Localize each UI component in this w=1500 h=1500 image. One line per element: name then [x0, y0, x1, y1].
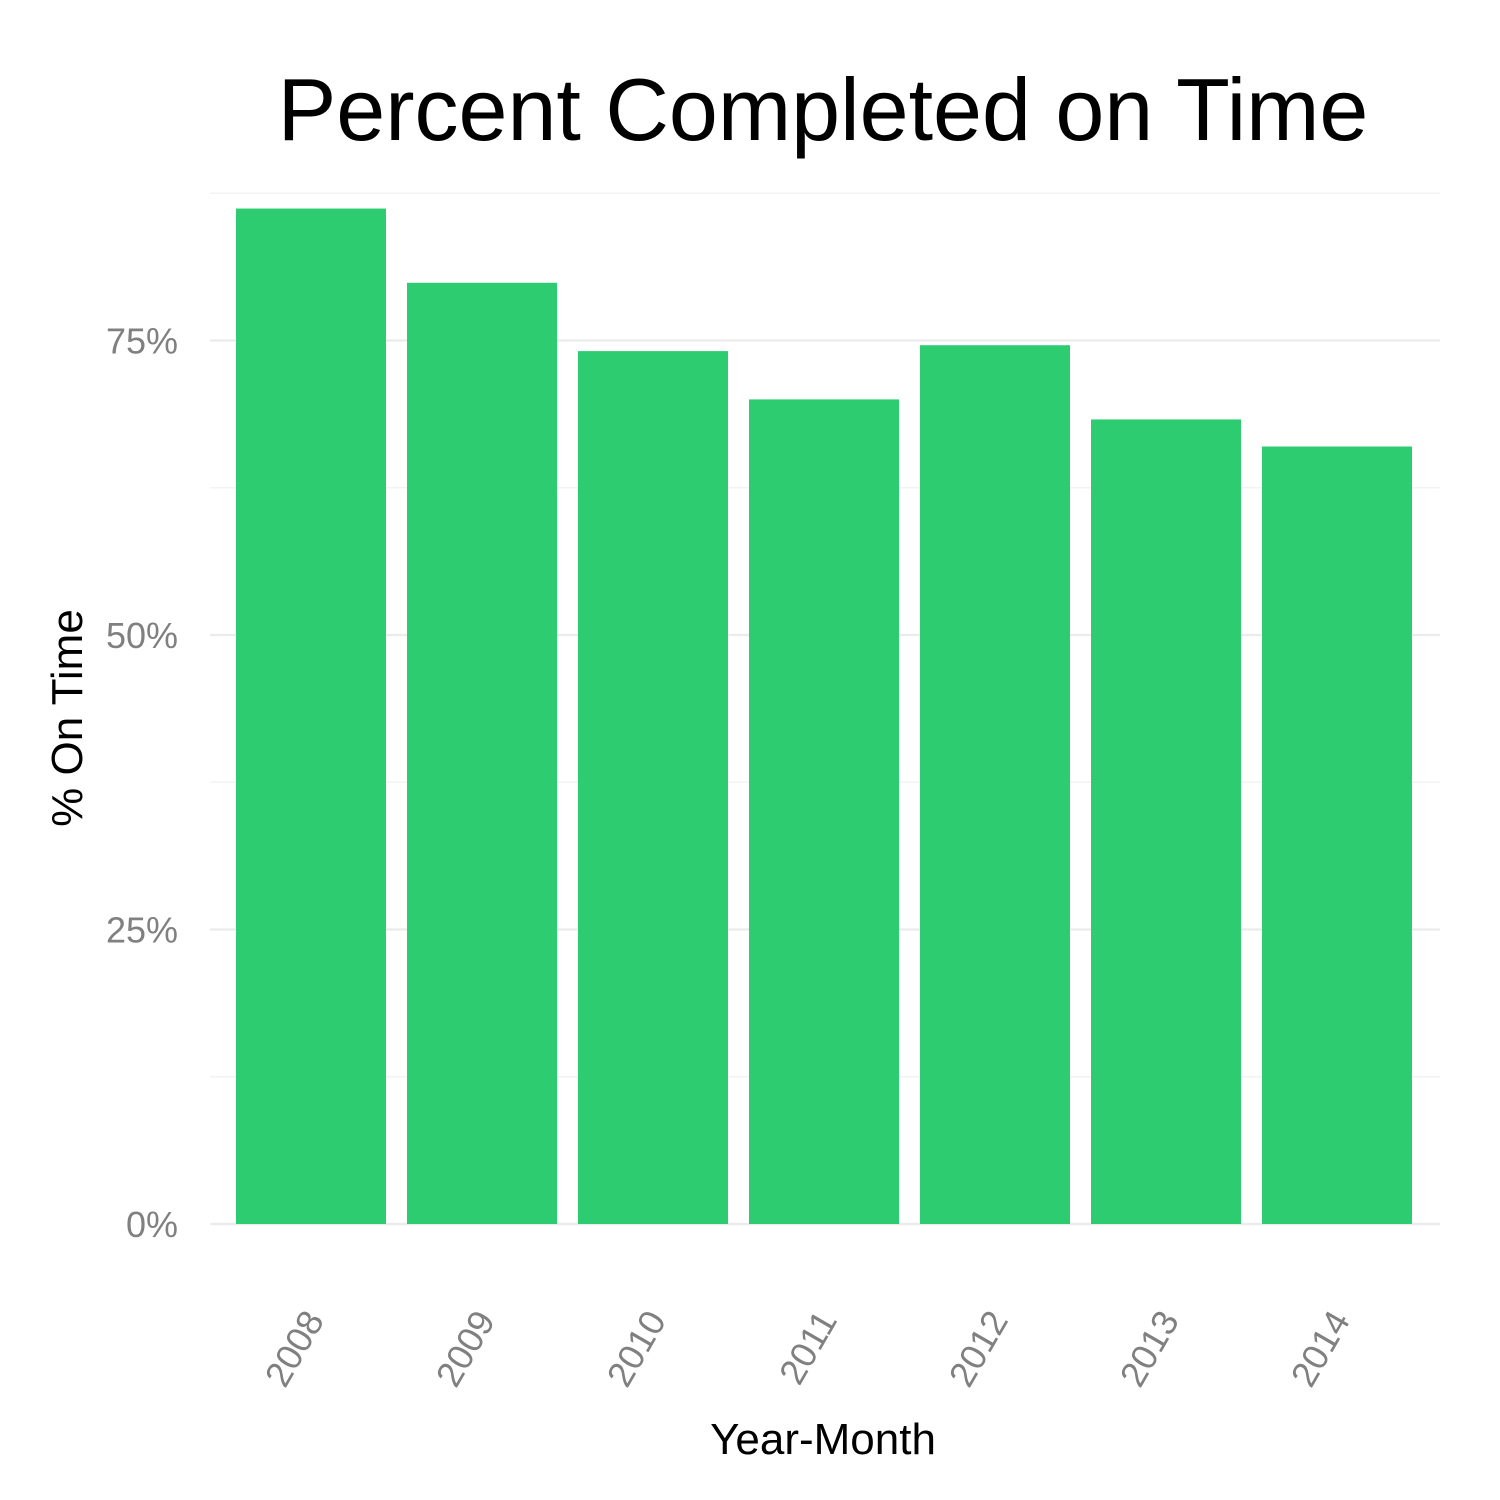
- x-tick-labels: 2008 2009 2010 2011 2012 2013 2014: [256, 1304, 1358, 1394]
- x-axis-title: Year-Month: [710, 1415, 936, 1464]
- bar-2014: [1262, 446, 1412, 1224]
- bar-2010: [578, 351, 728, 1224]
- x-tick-label: 2009: [427, 1304, 503, 1394]
- y-tick-label: 75%: [106, 321, 178, 362]
- x-tick-label: 2012: [940, 1304, 1016, 1394]
- bar-2011: [749, 399, 899, 1224]
- y-tick-label: 25%: [106, 910, 178, 951]
- x-tick-label: 2014: [1282, 1304, 1358, 1394]
- bar-2009: [407, 282, 557, 1224]
- y-tick-label: 50%: [106, 615, 178, 656]
- bar-2012: [920, 345, 1070, 1224]
- x-tick-label: 2013: [1111, 1304, 1187, 1394]
- y-tick-label: 0%: [126, 1204, 178, 1245]
- x-tick-label: 2010: [598, 1304, 674, 1394]
- y-axis-title: % On Time: [43, 609, 92, 827]
- chart-title: Percent Completed on Time: [278, 60, 1369, 159]
- x-tick-label: 2011: [771, 1304, 845, 1392]
- bars: [236, 208, 1412, 1225]
- bar-2013: [1091, 419, 1241, 1224]
- x-tick-label: 2008: [256, 1304, 332, 1394]
- bar-2008: [236, 208, 386, 1225]
- y-tick-labels: 0% 25% 50% 75%: [106, 321, 178, 1246]
